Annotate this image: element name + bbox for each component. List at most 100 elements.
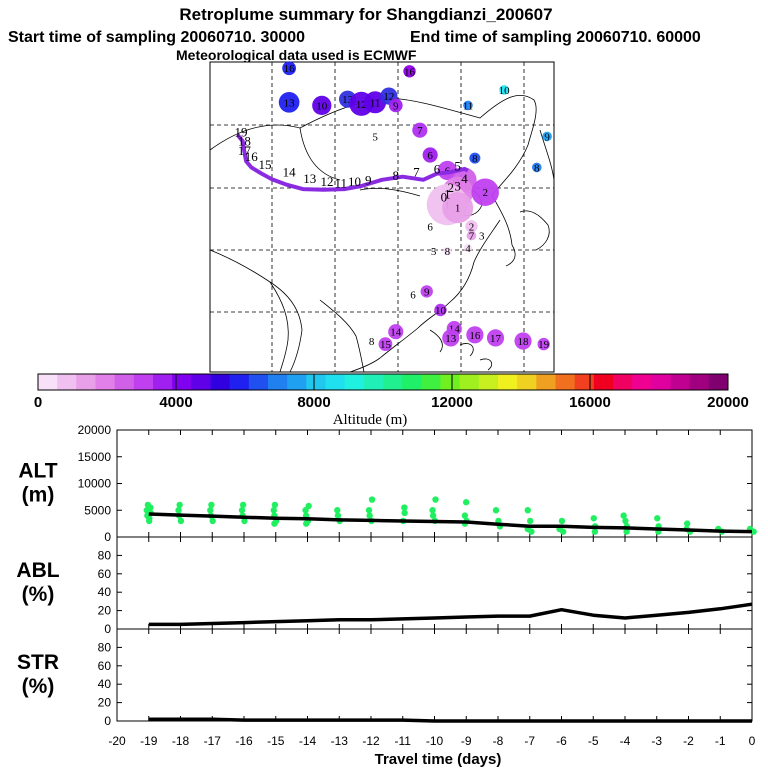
plume-point-label: 14 — [449, 324, 461, 336]
plume-point-label: 12 — [383, 91, 394, 103]
map-coastline — [209, 249, 303, 373]
panel-frame — [116, 536, 753, 630]
plume-point-label: 8 — [534, 162, 540, 174]
abl-panel: 0 20 40 60 80 ABL(%) — [16, 536, 753, 636]
altitude-scatter-point — [462, 499, 470, 506]
plume-point — [282, 61, 296, 76]
series-line — [148, 602, 753, 627]
trajectory-day-label: 13 — [303, 171, 316, 186]
colorbar-swatch — [191, 374, 211, 390]
altitude-scatter-point — [209, 517, 216, 525]
plume-point-label: 9 — [544, 131, 550, 143]
altitude-scatter-point — [302, 507, 309, 514]
colorbar-swatch — [153, 374, 173, 390]
colorbar-swatch — [440, 374, 461, 390]
x-tick-label: -18 — [172, 734, 190, 748]
map-coastline — [459, 343, 474, 357]
plume-point-label: 2 — [482, 187, 488, 199]
x-tick-label: -17 — [204, 734, 222, 748]
altitude-scatter-point — [365, 507, 373, 514]
map-panel: 1616131013121112910117596886432116273458… — [209, 61, 555, 373]
x-tick-label: -5 — [588, 734, 599, 748]
x-tick-label: -11 — [395, 734, 412, 748]
altitude-scatter-point — [207, 507, 214, 514]
colorbar-swatch — [459, 374, 480, 390]
colorbar-swatch — [229, 374, 250, 390]
altitude-scatter-point — [620, 512, 627, 519]
altitude-scatter-point — [524, 507, 531, 514]
altitude-scatter-point — [401, 504, 408, 511]
plume-point-label: 7 — [469, 231, 475, 243]
map-grid — [210, 62, 554, 372]
plume-point — [531, 162, 542, 173]
colorbar-tick-label: 0 — [34, 394, 42, 411]
colorbar-swatch — [57, 374, 77, 390]
altitude-scatter-point — [591, 528, 599, 535]
colorbar-swatch — [306, 374, 326, 390]
colorbar-swatch — [536, 374, 556, 390]
y-tick-label: 40 — [98, 677, 112, 691]
map-coastline — [429, 329, 443, 353]
plume-point-label: 5 — [372, 131, 378, 143]
altitude-scatter-point — [238, 507, 246, 514]
altitude-colorbar: 0 4000 8000 12000 16000 20000 — [34, 373, 749, 411]
trajectory-day-label: 8 — [393, 168, 400, 183]
map-frame — [209, 61, 555, 373]
colorbar-swatch — [593, 374, 614, 390]
plume-point — [463, 100, 473, 111]
altitude-scatter-point — [401, 509, 408, 517]
plume-point-label: 10 — [499, 85, 511, 97]
y-tick-label: 20000 — [78, 423, 112, 437]
plume-point-label: 13 — [445, 333, 457, 345]
plume-point — [378, 337, 393, 351]
altitude-scatter-point — [654, 515, 661, 522]
altitude-scatter-point — [461, 512, 469, 519]
series-line — [148, 512, 753, 534]
chart-title: Retroplume summary for Shangdianzi_20060… — [179, 5, 552, 24]
panel-ylabel: ABL — [16, 559, 59, 582]
str-panel: 0 20 40 60 80 STR(%) — [17, 628, 753, 728]
plume-point-label: 6 — [427, 221, 433, 233]
plume-point — [442, 192, 474, 224]
altitude-scatter-point — [239, 501, 247, 509]
plume-point — [388, 98, 403, 113]
colorbar-swatch — [632, 374, 652, 390]
x-tick-label: -14 — [299, 734, 317, 748]
trajectory-day-label: 4 — [461, 171, 468, 186]
map-coastline — [209, 94, 537, 246]
colorbar-swatch — [498, 374, 518, 390]
altitude-scatter-point — [429, 507, 436, 514]
trajectory-day-label: 0 — [441, 190, 448, 205]
plume-point-label: 9 — [393, 100, 399, 112]
colorbar-swatch — [268, 374, 288, 390]
colorbar-tick-label: 8000 — [297, 394, 330, 411]
trajectory-day-label: 2 — [448, 180, 455, 195]
map-coastline — [539, 129, 555, 181]
map-coastline — [505, 244, 516, 267]
colorbar-swatch — [95, 374, 116, 390]
altitude-scatter-point — [432, 496, 439, 503]
trajectory-day-label: 12 — [320, 174, 333, 189]
colorbar-swatch — [651, 374, 671, 390]
plume-point-label: 9 — [424, 286, 430, 298]
colorbar-swatch — [478, 374, 499, 390]
plume-point-label: 5 — [431, 246, 437, 258]
plume-point-label: 3 — [479, 231, 485, 243]
x-tick-label: -16 — [235, 734, 253, 748]
end-time-label: End time of sampling 20060710. 60000 — [410, 29, 701, 46]
plume-point-label: 8 — [445, 246, 451, 258]
colorbar-swatch — [689, 374, 710, 390]
colorbar-swatch — [38, 374, 58, 390]
colorbar-swatch — [114, 374, 135, 390]
trajectory-day-label: 19 — [234, 124, 247, 139]
plume-point-label: 14 — [390, 327, 402, 339]
plume-point-label: 4 — [465, 243, 471, 255]
colorbar-swatch — [613, 374, 633, 390]
colorbar-swatch — [325, 374, 346, 390]
start-time-label: Start time of sampling 20060710. 30000 — [8, 29, 305, 46]
panel-ylabel: ALT — [18, 460, 57, 483]
colorbar-tick-label: 4000 — [159, 394, 192, 411]
plume-point — [471, 178, 499, 206]
trajectory-day-label: 10 — [348, 174, 361, 189]
map-coastline — [349, 327, 419, 373]
